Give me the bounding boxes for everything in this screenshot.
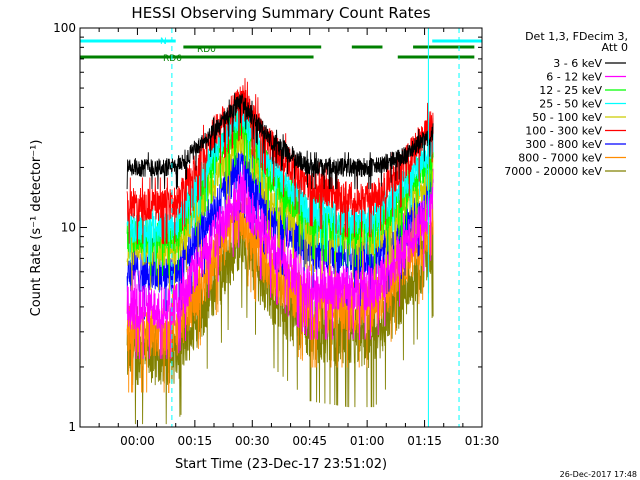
legend-entry-300-800-kev: 300 - 800 keV xyxy=(525,138,602,151)
y-tick-label: 100 xyxy=(53,21,76,35)
legend-entry-6-12-kev: 6 - 12 keV xyxy=(546,71,602,84)
flag-label-rd0: RD0 xyxy=(197,45,216,55)
footer-timestamp: 26-Dec-2017 17:48 xyxy=(560,470,637,479)
x-tick-label: 00:15 xyxy=(178,434,213,448)
series-line-7000-20000-kev xyxy=(126,193,434,425)
legend-entry-800-7000-kev: 800 - 7000 keV xyxy=(518,152,602,165)
chart-title: HESSI Observing Summary Count Rates xyxy=(131,4,430,22)
flags-layer: N RD0 RD6 xyxy=(80,37,482,64)
series-line-3-6-kev xyxy=(126,93,434,190)
x-tick-label: 01:30 xyxy=(465,434,500,448)
x-tick-label: 00:30 xyxy=(235,434,270,448)
x-tick-label: 01:15 xyxy=(407,434,442,448)
y-tick-label: 1 xyxy=(68,420,76,434)
legend-entry-12-25-kev: 12 - 25 keV xyxy=(539,84,602,97)
legend-title-line1: Det 1,3, FDecim 3, xyxy=(525,30,628,43)
series-line-25-50-kev xyxy=(126,98,434,263)
y-axis-label: Count Rate (s⁻¹ detector⁻¹) xyxy=(29,140,44,317)
y-tick-label: 10 xyxy=(61,221,76,235)
x-axis-label: Start Time (23-Dec-17 23:51:02) xyxy=(175,457,387,472)
x-tick-label: 01:00 xyxy=(350,434,385,448)
series-layer xyxy=(126,78,434,425)
legend-entry-7000-20000-kev: 7000 - 20000 keV xyxy=(504,165,602,178)
series-line-6-12-kev xyxy=(126,160,434,359)
legend-entry-25-50-kev: 25 - 50 keV xyxy=(539,98,602,111)
legend-entry-100-300-kev: 100 - 300 keV xyxy=(525,125,602,138)
legend-title-line2: Att 0 xyxy=(602,41,628,54)
x-tick-label: 00:45 xyxy=(292,434,327,448)
flag-label-rd6: RD6 xyxy=(163,54,182,64)
x-tick-label: 00:00 xyxy=(120,434,155,448)
flag-label-n: N xyxy=(160,37,167,47)
legend-entry-50-100-kev: 50 - 100 keV xyxy=(532,111,602,124)
axes-layer: 00:00 00:15 00:30 00:45 01:00 01:15 01:30 1 10 10… xyxy=(53,21,499,448)
legend-entry-3-6-kev: 3 - 6 keV xyxy=(553,57,602,70)
